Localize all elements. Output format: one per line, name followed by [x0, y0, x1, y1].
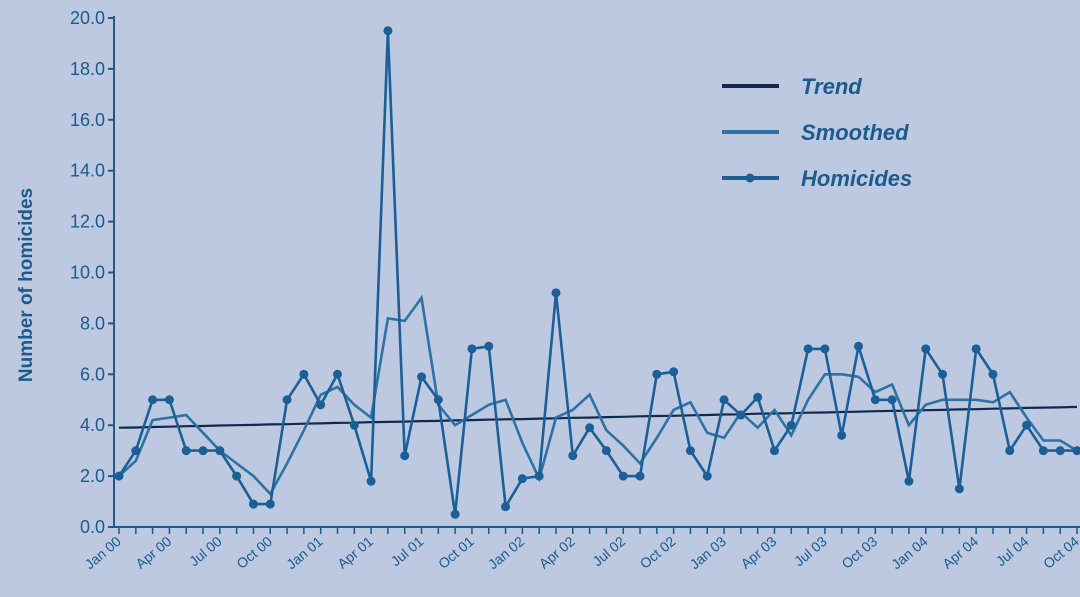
y-axis: 0.0 2.0 4.0 6.0 8.0 10.0 12.0 14.0 16.0 18.0 20.0: [70, 8, 115, 537]
legend-marker: [745, 173, 755, 183]
y-tick-label: 20.0: [70, 8, 105, 28]
data-point-homicides: [181, 446, 191, 456]
legend-label-smoothed: Smoothed: [801, 120, 909, 145]
data-point-homicides: [215, 446, 225, 456]
data-point-homicides: [232, 471, 242, 481]
data-point-homicides: [450, 509, 460, 519]
legend-label-homicides: Homicides: [801, 166, 912, 191]
plot-area: [114, 26, 1080, 519]
data-point-homicides: [568, 451, 578, 461]
data-point-homicides: [820, 344, 830, 354]
data-point-homicides: [164, 395, 174, 405]
data-point-homicides: [299, 369, 309, 379]
data-point-homicides: [316, 400, 326, 410]
data-point-homicides: [282, 395, 292, 405]
legend-label-trend: Trend: [801, 74, 862, 99]
y-tick-label: 14.0: [70, 161, 105, 181]
data-point-homicides: [248, 499, 258, 509]
data-point-homicides: [988, 369, 998, 379]
data-point-homicides: [601, 446, 611, 456]
data-point-homicides: [736, 410, 746, 420]
data-point-homicides: [332, 369, 342, 379]
data-point-homicides: [501, 502, 511, 512]
y-axis-label: Number of homicides: [16, 188, 37, 382]
y-tick-label: 0.0: [80, 517, 105, 537]
data-point-homicides: [669, 367, 679, 377]
data-point-homicides: [114, 471, 124, 481]
data-point-homicides: [467, 344, 477, 354]
data-point-homicides: [534, 471, 544, 481]
y-tick-label: 4.0: [80, 415, 105, 435]
data-point-homicides: [349, 420, 359, 430]
y-tick-label: 16.0: [70, 110, 105, 130]
data-point-homicides: [551, 288, 561, 298]
data-point-homicides: [635, 471, 645, 481]
y-tick-label: 10.0: [70, 263, 105, 283]
data-point-homicides: [854, 341, 864, 351]
data-point-homicides: [366, 476, 376, 486]
data-point-homicides: [702, 471, 712, 481]
series-line-homicides: [117, 30, 1077, 515]
data-point-homicides: [131, 446, 141, 456]
data-point-homicides: [904, 476, 914, 486]
data-point-homicides: [887, 395, 897, 405]
data-point-homicides: [1005, 446, 1015, 456]
data-point-homicides: [652, 369, 662, 379]
data-point-homicides: [769, 446, 779, 456]
y-tick-label: 8.0: [80, 313, 105, 333]
legend: Trend Smoothed Homicides: [722, 74, 912, 191]
y-tick-label: 2.0: [80, 466, 105, 486]
y-tick-label: 18.0: [70, 59, 105, 79]
data-point-homicides: [585, 423, 595, 433]
data-point-homicides: [786, 420, 796, 430]
data-point-homicides: [837, 430, 847, 440]
data-point-homicides: [938, 369, 948, 379]
data-point-homicides: [753, 392, 763, 402]
data-point-homicides: [685, 446, 695, 456]
y-tick-label: 12.0: [70, 212, 105, 232]
data-point-homicides: [803, 344, 813, 354]
data-point-homicides: [517, 474, 527, 484]
data-point-homicides: [148, 395, 158, 405]
data-point-homicides: [400, 451, 410, 461]
data-point-homicides: [1022, 420, 1032, 430]
data-point-homicides: [719, 395, 729, 405]
data-point-homicides: [1055, 446, 1065, 456]
data-point-homicides: [433, 395, 443, 405]
data-point-homicides: [870, 395, 880, 405]
data-point-homicides: [383, 26, 393, 36]
data-point-homicides: [954, 484, 964, 494]
data-point-homicides: [921, 344, 931, 354]
data-point-homicides: [1038, 446, 1048, 456]
data-point-homicides: [618, 471, 628, 481]
data-point-homicides: [265, 499, 275, 509]
data-point-homicides: [971, 344, 981, 354]
data-point-homicides: [484, 341, 494, 351]
y-tick-label: 6.0: [80, 364, 105, 384]
data-point-homicides: [1072, 446, 1080, 456]
data-point-homicides: [417, 372, 427, 382]
data-point-homicides: [198, 446, 208, 456]
